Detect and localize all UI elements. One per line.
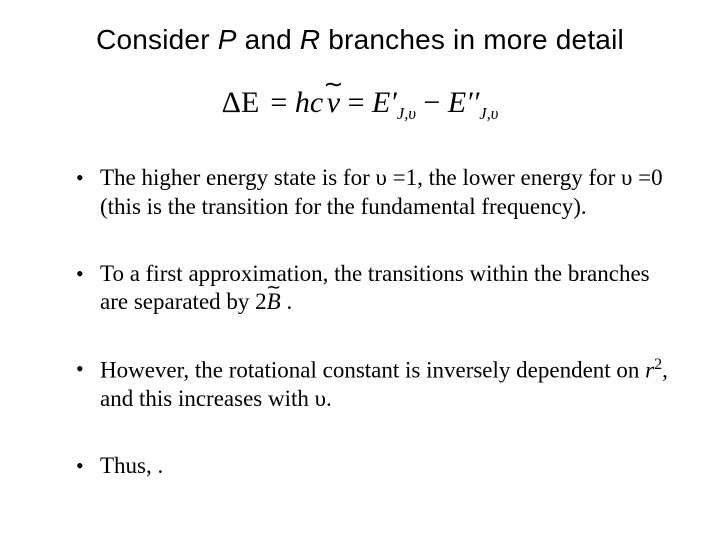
bullet-1: The higher energy state is for υ =1, the… [76, 164, 684, 222]
eq-hc: hc [295, 86, 323, 119]
bullet-2-text-c: . [281, 289, 293, 314]
bullet-2-text-a: To a first approximation, the transition… [100, 261, 650, 315]
eq-minus: − [416, 86, 448, 119]
eq-Edblprime: E′′J,υ [448, 86, 498, 119]
bullet-1-text: The higher energy state is for υ =1, the… [100, 165, 663, 219]
title-R: R [300, 24, 320, 55]
bullet-4-text: Thus, . [100, 453, 163, 478]
bullet-list: The higher energy state is for υ =1, the… [36, 164, 684, 481]
title-mid: and [237, 24, 300, 55]
bullet-3-text-a: However, the rotational constant is inve… [100, 358, 645, 383]
bullet-2-eq: 2∼B [255, 289, 281, 314]
eq-Eprime: E′J,υ [372, 86, 416, 119]
eq-eq1: = [263, 86, 295, 119]
eq-eq2: = [340, 86, 372, 119]
bullet-4: Thus, . [76, 452, 684, 481]
title-P: P [218, 24, 237, 55]
bullet-3-sup: 2 [654, 356, 662, 373]
title-pre: Consider [96, 24, 218, 55]
bullet-3: However, the rotational constant is inve… [76, 355, 684, 414]
bullet-3-r: r [645, 358, 654, 383]
eq-nu-tilde: ∼ν [327, 86, 340, 120]
eq-deltaE: ΔE [222, 86, 260, 119]
slide-title: Consider P and R branches in more detail [36, 24, 684, 56]
bullet-2: To a first approximation, the transition… [76, 260, 684, 318]
title-post: branches in more detail [320, 24, 624, 55]
main-equation: ΔE = hc∼ν = E′J,υ − E′′J,υ [36, 86, 684, 124]
